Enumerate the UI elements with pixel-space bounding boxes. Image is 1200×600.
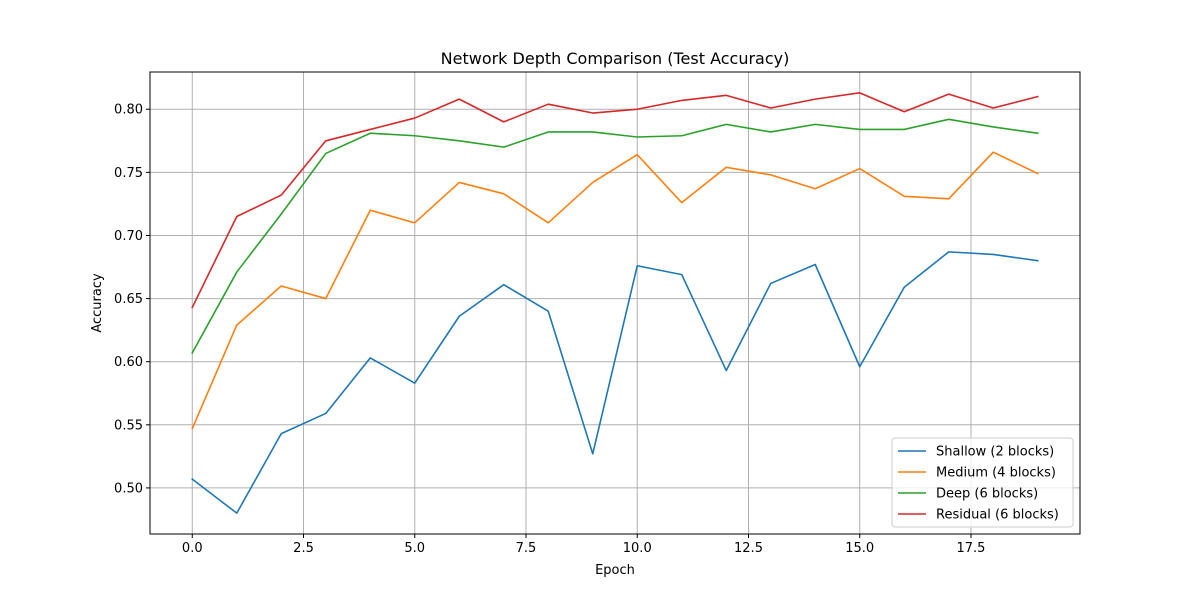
series-line-0 xyxy=(191,251,1039,514)
series-lines xyxy=(191,92,1039,514)
y-tick-label: 0.55 xyxy=(114,418,143,433)
x-tick-label: 12.5 xyxy=(734,541,763,556)
x-axis-ticks: 0.0 2.5 5.0 7.5 10.0 12.5 15.0 17.5 xyxy=(182,534,986,556)
legend-label: Residual (6 blocks) xyxy=(936,508,1059,523)
y-tick-label: 0.75 xyxy=(114,166,143,181)
series-line-1 xyxy=(191,151,1039,430)
x-tick-label: 2.5 xyxy=(293,541,314,556)
chart-title: Network Depth Comparison (Test Accuracy) xyxy=(441,49,790,68)
plot-frame xyxy=(149,71,1081,535)
x-tick-label: 5.0 xyxy=(404,541,425,556)
x-tick-label: 17.5 xyxy=(957,541,986,556)
legend-label: Deep (6 blocks) xyxy=(936,487,1038,502)
y-axis-ticks: 0.50 0.55 0.60 0.65 0.70 0.75 0.80 xyxy=(114,103,150,496)
y-tick-label: 0.65 xyxy=(114,292,143,307)
y-tick-label: 0.60 xyxy=(114,355,143,370)
legend-label: Medium (4 blocks) xyxy=(936,466,1056,481)
x-tick-label: 10.0 xyxy=(623,541,652,556)
x-tick-label: 0.0 xyxy=(182,541,203,556)
legend-box xyxy=(891,437,1074,528)
series-line-2 xyxy=(191,118,1039,354)
y-tick-label: 0.70 xyxy=(114,229,143,244)
series-line-3 xyxy=(191,92,1039,309)
x-axis-label: Epoch xyxy=(595,563,635,578)
y-axis-label: Accuracy xyxy=(90,273,105,333)
x-tick-label: 7.5 xyxy=(516,541,537,556)
y-tick-label: 0.50 xyxy=(114,481,143,496)
y-tick-label: 0.80 xyxy=(114,103,143,118)
legend: Shallow (2 blocks) Medium (4 blocks) Deep … xyxy=(891,437,1074,528)
x-tick-label: 15.0 xyxy=(845,541,874,556)
legend-label: Shallow (2 blocks) xyxy=(936,445,1054,460)
